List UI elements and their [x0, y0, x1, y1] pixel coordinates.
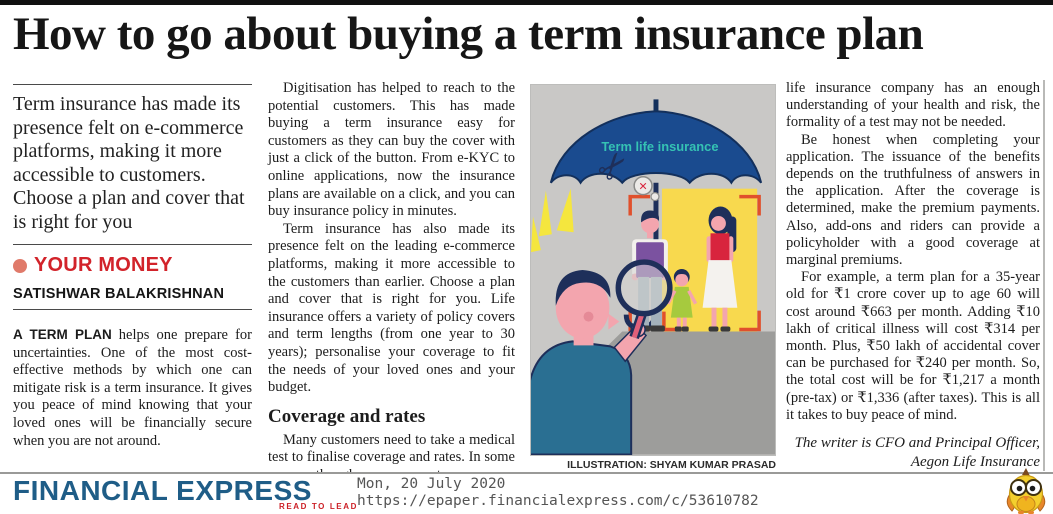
byline: SATISHWAR BALAKRISHNAN — [13, 286, 252, 310]
col4-paragraph-3: For example, a term plan for a 35-year o… — [786, 269, 1040, 423]
standfirst-top-rule — [13, 84, 252, 85]
section-bullet-icon — [13, 258, 27, 273]
writer-credit: The writer is CFO and Principal Officer,… — [786, 434, 1040, 472]
section-row: YOUR MONEY — [13, 244, 252, 277]
top-rule — [0, 0, 1053, 5]
illustration: Term life insurance — [530, 84, 776, 456]
owl-mascot-icon — [1006, 468, 1046, 514]
col2-paragraph-1: Digitisation has helped to reach to the … — [268, 80, 515, 220]
magnifier-icon — [615, 259, 673, 340]
column-4: life insurance company has an enough und… — [786, 80, 1040, 472]
lead-phrase: A TERM PLAN — [13, 327, 112, 342]
umbrella-label: Term life insurance — [601, 139, 718, 154]
capture-stamp: Mon, 20 July 2020 https://epaper.financi… — [357, 476, 759, 510]
epaper-footer: FINANCIAL EXPRESS READ TO LEAD Mon, 20 J… — [0, 468, 1053, 514]
illustration-drawing: Term life insurance — [531, 85, 775, 455]
observer-figure — [531, 259, 673, 455]
writer-credit-line-2: Aegon Life Insurance — [910, 454, 1040, 471]
article-standfirst: Term insurance has made its presence fel… — [13, 93, 245, 233]
writer-credit-line-1: The writer is CFO and Principal Officer, — [794, 435, 1040, 452]
section-label: YOUR MONEY — [34, 254, 173, 276]
capture-date: Mon, 20 July 2020 — [357, 476, 506, 492]
column-1: Term insurance has made its presence fel… — [13, 84, 252, 450]
col1-paragraph-text: helps one prepare for uncertainties. One… — [13, 327, 252, 449]
child-figure — [666, 269, 698, 332]
illustration-caption: ILLUSTRATION: SHYAM KUMAR PRASAD — [567, 459, 776, 471]
subheading-coverage-and-rates: Coverage and rates — [268, 405, 426, 427]
col4-paragraph-1: life insurance company has an enough und… — [786, 80, 1040, 131]
brand-tagline: READ TO LEAD — [278, 502, 358, 511]
svg-text:✕: ✕ — [639, 181, 648, 193]
mother-figure — [702, 206, 738, 332]
col2-paragraph-2: Term insurance has also made its presenc… — [268, 220, 515, 396]
right-edge-rule — [1043, 80, 1045, 471]
col4-paragraph-2: Be honest when completing your applicati… — [786, 131, 1040, 269]
article-headline: How to go about buying a term insurance … — [13, 8, 924, 60]
col1-paragraph: A TERM PLAN helps one prepare for uncert… — [13, 326, 252, 450]
footer-divider-rule — [0, 472, 1053, 474]
column-2: Digitisation has helped to reach to the … — [268, 80, 515, 514]
epaper-url-link[interactable]: https://epaper.financialexpress.com/c/53… — [357, 493, 759, 509]
brand-wordmark: FINANCIAL EXPRESS — [13, 475, 312, 506]
surprise-sparks-icon — [531, 188, 574, 253]
financial-express-logo: FINANCIAL EXPRESS READ TO LEAD — [13, 475, 358, 512]
